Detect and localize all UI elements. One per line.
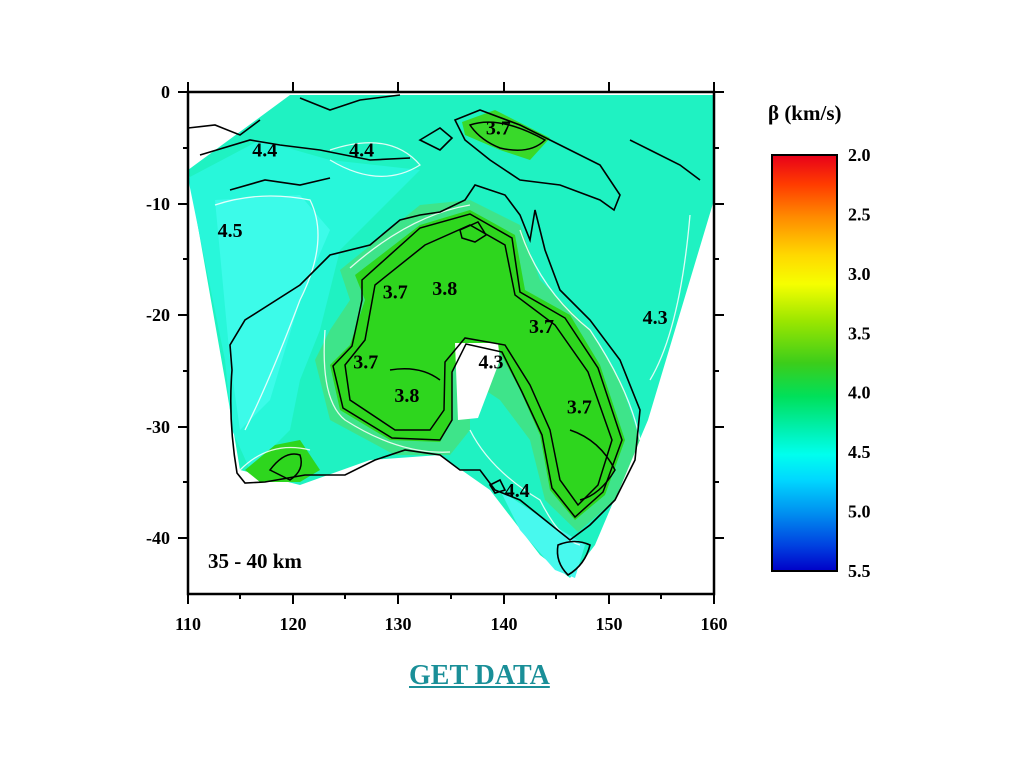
contour-value-label: 4.3: [478, 352, 503, 374]
y-tick-label: -40: [146, 528, 170, 548]
colorbar-ramp: [771, 154, 838, 572]
contour-value-label: 3.7: [486, 117, 511, 139]
plot-frame: [178, 82, 724, 604]
x-tick-label: 110: [175, 614, 201, 634]
y-axis-labels: 0 -10 -20 -30 -40: [146, 82, 170, 548]
contour-value-label: 4.4: [505, 480, 530, 502]
contour-value-label: 3.7: [353, 352, 378, 374]
x-axis-labels: 110 120 130 140 150 160: [175, 614, 728, 634]
colorbar-title: β (km/s): [768, 101, 841, 125]
colorbar-tick-label: 5.0: [848, 502, 871, 522]
contour-value-label: 3.8: [394, 385, 419, 407]
colorbar-tick-label: 4.0: [848, 383, 871, 403]
colorbar-tick-label: 2.5: [848, 204, 871, 224]
depth-label: 35 - 40 km: [208, 549, 302, 573]
contour-labels: 4.4 4.4 3.7 4.5 3.7 3.8 4.3 3.7 3.7 4.3 3.8 3.7 4.4: [218, 117, 668, 502]
contour-value-label: 3.7: [529, 316, 554, 338]
x-tick-label: 130: [385, 614, 412, 634]
y-tick-label: -10: [146, 194, 170, 214]
colorbar-tick-label: 2.0: [848, 145, 871, 165]
velocity-map: 110 120 130 140 150 160 0 -10 -20 -30 -4…: [146, 82, 871, 634]
x-tick-label: 140: [491, 614, 518, 634]
x-tick-label: 120: [280, 614, 307, 634]
colorbar-tick-label: 4.5: [848, 442, 871, 462]
contour-value-label: 3.8: [432, 278, 457, 300]
colorbar-tick-label: 5.5: [848, 561, 871, 581]
contour-value-label: 4.4: [349, 140, 374, 162]
contour-value-label: 4.5: [218, 220, 243, 242]
colorbar-tick-label: 3.5: [848, 323, 871, 343]
contour-value-label: 3.7: [567, 396, 592, 418]
colorbar: β (km/s) 2.0 2.5 3.0 3.5 4.0 4.5 5.0 5.5: [768, 101, 871, 581]
colorbar-tick-label: 3.0: [848, 264, 871, 284]
contour-value-label: 3.7: [383, 281, 408, 303]
y-tick-label: -20: [146, 305, 170, 325]
white-contours: [214, 142, 691, 546]
velocity-field: [188, 95, 714, 578]
contour-value-label: 4.4: [252, 140, 277, 162]
x-tick-label: 150: [596, 614, 623, 634]
coastlines: [187, 94, 701, 577]
y-tick-label: -30: [146, 417, 170, 437]
contour-value-label: 4.3: [643, 307, 668, 329]
x-tick-label: 160: [701, 614, 728, 634]
y-tick-label: 0: [161, 82, 170, 102]
get-data-link[interactable]: GET DATA: [409, 660, 550, 691]
